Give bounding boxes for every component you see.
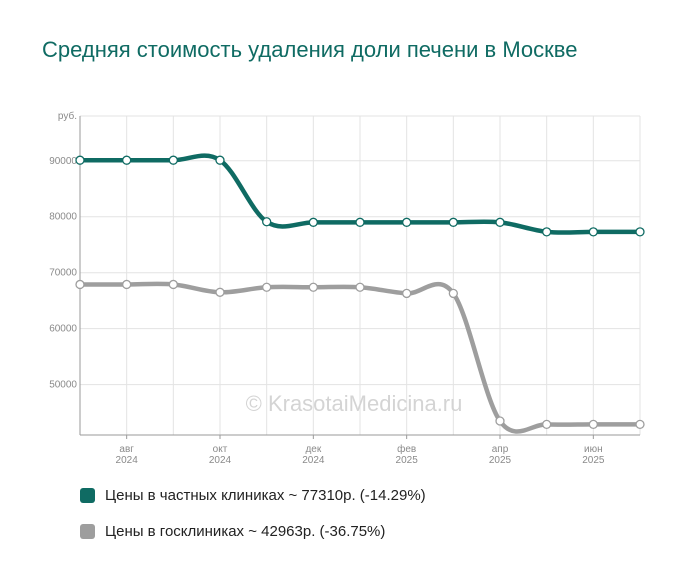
legend: Цены в частных клиниках ~ 77310р. (-14.2… bbox=[80, 484, 426, 556]
data-point-private bbox=[308, 217, 318, 227]
x-tick-label: дек bbox=[305, 444, 321, 455]
legend-label-private: Цены в частных клиниках ~ 77310р. (-14.2… bbox=[105, 486, 426, 504]
data-point-public bbox=[215, 287, 225, 297]
x-tick-label: июн bbox=[584, 444, 603, 455]
axes: 5000060000700008000090000руб.авг2024окт2… bbox=[49, 110, 640, 466]
x-tick-label: авг bbox=[119, 444, 134, 455]
data-point-private bbox=[168, 155, 178, 165]
data-point-public bbox=[448, 288, 458, 299]
data-point-public bbox=[168, 279, 178, 290]
data-point-public bbox=[75, 279, 85, 290]
data-point-private bbox=[635, 227, 645, 237]
data-point-public bbox=[402, 288, 412, 299]
data-point-private bbox=[122, 155, 132, 165]
data-point-private bbox=[448, 217, 458, 227]
data-point-private bbox=[402, 217, 412, 227]
data-point-public bbox=[635, 419, 645, 430]
y-tick-label: 70000 bbox=[49, 268, 77, 279]
x-tick-label: 2024 bbox=[209, 455, 232, 466]
data-point-private bbox=[262, 217, 272, 227]
legend-label-public: Цены в госклиниках ~ 42963р. (-36.75%) bbox=[105, 522, 386, 540]
y-tick-label: 90000 bbox=[49, 156, 77, 167]
data-point-public bbox=[262, 282, 272, 292]
watermark-text: © KrasotaiMedicina.ru bbox=[246, 391, 463, 416]
x-tick-label: 2025 bbox=[582, 455, 605, 466]
x-tick-label: окт bbox=[213, 444, 228, 455]
y-unit-label: руб. bbox=[58, 110, 77, 122]
y-tick-label: 60000 bbox=[49, 324, 77, 335]
y-tick-label: 50000 bbox=[49, 380, 77, 391]
x-tick-label: 2024 bbox=[302, 455, 325, 466]
line-chart: 5000060000700008000090000руб.авг2024окт2… bbox=[49, 110, 645, 466]
chart-title: Средняя стоимость удаления доли печени в… bbox=[42, 37, 578, 62]
data-point-public bbox=[122, 279, 132, 290]
data-point-public bbox=[308, 282, 318, 292]
data-point-public bbox=[588, 419, 598, 430]
legend-item-public[interactable]: Цены в госклиниках ~ 42963р. (-36.75%) bbox=[80, 520, 426, 542]
legend-swatch-private bbox=[80, 487, 95, 503]
data-point-public bbox=[542, 419, 552, 430]
x-tick-label: фев bbox=[397, 443, 416, 455]
data-point-private bbox=[495, 217, 505, 227]
data-point-private bbox=[75, 155, 85, 165]
data-points bbox=[75, 155, 645, 430]
legend-item-private[interactable]: Цены в частных клиниках ~ 77310р. (-14.2… bbox=[80, 484, 426, 506]
data-point-public bbox=[495, 416, 505, 426]
legend-swatch-public bbox=[80, 523, 95, 539]
x-tick-label: 2025 bbox=[396, 455, 419, 466]
data-point-public bbox=[355, 282, 365, 292]
x-tick-label: апр bbox=[492, 444, 509, 455]
data-point-private bbox=[355, 217, 365, 227]
data-point-private bbox=[542, 227, 552, 237]
y-tick-label: 80000 bbox=[49, 212, 77, 223]
grid bbox=[79, 115, 641, 435]
x-tick-label: 2024 bbox=[116, 455, 139, 466]
x-tick-label: 2025 bbox=[489, 455, 512, 466]
data-point-private bbox=[588, 227, 598, 237]
data-point-private bbox=[215, 155, 225, 165]
